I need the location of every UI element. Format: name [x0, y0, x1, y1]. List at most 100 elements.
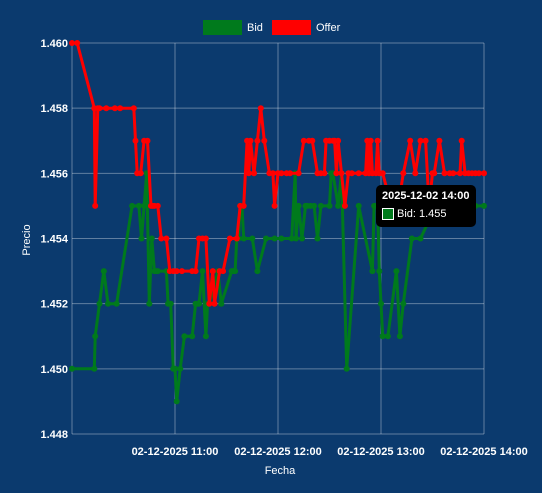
- data-point-offer[interactable]: [103, 105, 110, 112]
- data-point-offer[interactable]: [379, 170, 386, 177]
- data-point-bid[interactable]: [263, 235, 269, 242]
- data-point-bid[interactable]: [481, 202, 487, 209]
- data-point-bid[interactable]: [135, 202, 142, 209]
- data-point-bid[interactable]: [249, 235, 256, 242]
- data-point-offer[interactable]: [441, 170, 448, 177]
- data-point-offer[interactable]: [132, 137, 139, 144]
- legend-item-bid[interactable]: Bid: [203, 20, 263, 35]
- data-point-bid[interactable]: [92, 333, 99, 340]
- data-point-offer[interactable]: [178, 268, 185, 275]
- data-point-bid[interactable]: [69, 365, 75, 372]
- data-point-bid[interactable]: [218, 300, 225, 307]
- data-point-offer[interactable]: [254, 137, 261, 144]
- data-point-bid[interactable]: [335, 202, 342, 209]
- data-point-bid[interactable]: [393, 268, 400, 275]
- data-point-offer[interactable]: [412, 170, 419, 177]
- data-point-bid[interactable]: [295, 202, 302, 209]
- data-point-offer[interactable]: [300, 137, 307, 144]
- data-point-offer[interactable]: [355, 170, 362, 177]
- data-point-bid[interactable]: [129, 202, 136, 209]
- data-point-offer[interactable]: [173, 268, 180, 275]
- legend-item-offer[interactable]: Offer: [272, 20, 341, 35]
- data-point-offer[interactable]: [333, 170, 340, 177]
- data-point-bid[interactable]: [278, 235, 285, 242]
- data-point-offer[interactable]: [69, 40, 75, 46]
- data-point-bid[interactable]: [196, 300, 202, 307]
- data-point-offer[interactable]: [206, 300, 213, 307]
- data-point-bid[interactable]: [271, 235, 278, 242]
- data-point-offer[interactable]: [458, 137, 465, 144]
- data-point-bid[interactable]: [408, 235, 415, 242]
- data-point-bid[interactable]: [314, 235, 321, 242]
- data-point-offer[interactable]: [130, 105, 137, 112]
- data-point-offer[interactable]: [295, 170, 302, 177]
- data-point-offer[interactable]: [475, 170, 482, 177]
- data-point-bid[interactable]: [311, 202, 318, 209]
- data-point-bid[interactable]: [181, 333, 188, 340]
- data-point-bid[interactable]: [376, 268, 383, 275]
- data-point-bid[interactable]: [100, 268, 107, 275]
- data-point-offer[interactable]: [233, 235, 240, 242]
- data-point-offer[interactable]: [96, 105, 103, 112]
- data-point-bid[interactable]: [146, 300, 153, 307]
- data-point-offer[interactable]: [335, 137, 342, 144]
- data-point-offer[interactable]: [261, 137, 268, 144]
- data-point-bid[interactable]: [326, 202, 333, 209]
- data-point-bid[interactable]: [417, 235, 424, 242]
- data-point-bid[interactable]: [105, 300, 111, 307]
- data-point-bid[interactable]: [254, 268, 261, 275]
- data-point-offer[interactable]: [348, 170, 355, 177]
- data-point-offer[interactable]: [158, 235, 165, 242]
- data-point-offer[interactable]: [338, 170, 345, 177]
- data-point-bid[interactable]: [293, 235, 299, 242]
- data-point-offer[interactable]: [271, 202, 278, 209]
- data-point-bid[interactable]: [378, 300, 384, 307]
- data-point-offer[interactable]: [247, 137, 254, 144]
- data-point-bid[interactable]: [232, 268, 239, 275]
- data-point-bid[interactable]: [317, 202, 324, 209]
- data-point-offer[interactable]: [226, 235, 233, 242]
- data-point-offer[interactable]: [457, 170, 463, 177]
- data-point-offer[interactable]: [367, 137, 374, 144]
- data-point-offer[interactable]: [374, 137, 381, 144]
- data-point-offer[interactable]: [192, 268, 199, 275]
- data-point-offer[interactable]: [436, 137, 443, 144]
- data-point-bid[interactable]: [384, 333, 391, 340]
- data-point-offer[interactable]: [400, 170, 407, 177]
- data-point-bid[interactable]: [299, 235, 305, 242]
- data-point-bid[interactable]: [172, 365, 178, 372]
- data-point-bid[interactable]: [173, 398, 180, 405]
- data-point-bid[interactable]: [343, 365, 350, 372]
- data-point-offer[interactable]: [209, 268, 216, 275]
- data-point-offer[interactable]: [240, 202, 247, 209]
- data-point-offer[interactable]: [417, 137, 424, 144]
- data-point-bid[interactable]: [288, 235, 295, 242]
- data-point-bid[interactable]: [240, 235, 247, 242]
- data-point-offer[interactable]: [278, 170, 285, 177]
- data-point-offer[interactable]: [422, 137, 429, 144]
- data-point-offer[interactable]: [245, 170, 252, 177]
- data-point-offer[interactable]: [431, 170, 438, 177]
- data-point-bid[interactable]: [154, 268, 161, 275]
- data-point-bid[interactable]: [396, 333, 403, 340]
- data-point-bid[interactable]: [355, 202, 362, 209]
- data-point-bid[interactable]: [96, 300, 103, 307]
- data-point-bid[interactable]: [199, 268, 206, 275]
- data-point-bid[interactable]: [177, 365, 184, 372]
- data-point-offer[interactable]: [309, 137, 316, 144]
- data-point-offer[interactable]: [117, 105, 124, 112]
- data-point-bid[interactable]: [202, 333, 209, 340]
- data-point-offer[interactable]: [341, 202, 348, 209]
- data-point-bid[interactable]: [400, 300, 407, 307]
- data-point-offer[interactable]: [287, 170, 293, 177]
- data-point-offer[interactable]: [144, 137, 151, 144]
- data-point-offer[interactable]: [450, 170, 457, 177]
- data-point-offer[interactable]: [269, 170, 276, 177]
- data-point-offer[interactable]: [111, 105, 118, 112]
- data-point-bid[interactable]: [113, 300, 120, 307]
- data-point-bid[interactable]: [379, 333, 386, 340]
- data-point-bid[interactable]: [91, 365, 98, 372]
- data-point-bid[interactable]: [141, 202, 148, 209]
- data-point-bid[interactable]: [167, 300, 174, 307]
- data-point-bid[interactable]: [148, 235, 155, 242]
